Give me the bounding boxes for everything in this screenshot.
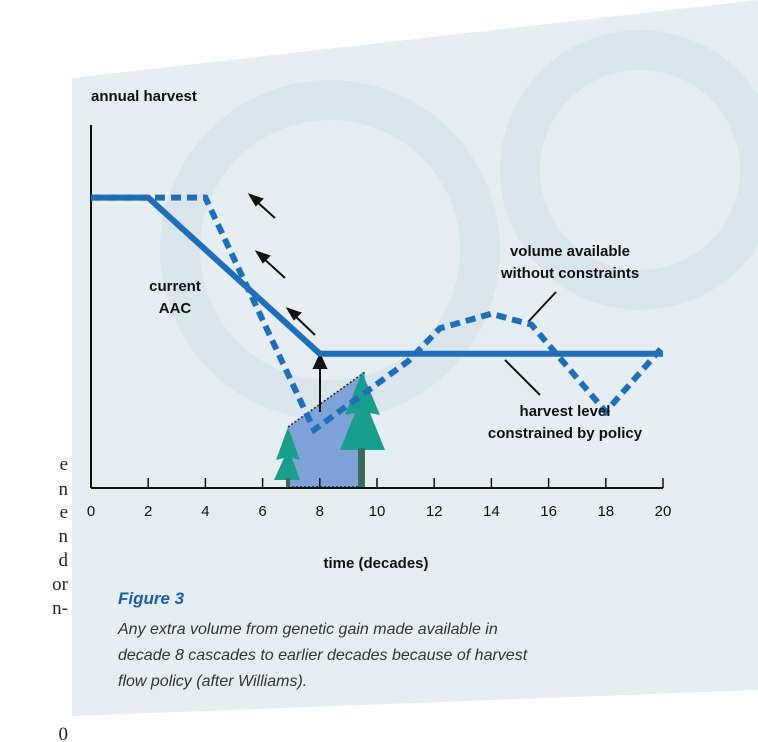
side-fragment: or — [52, 574, 69, 595]
annotation: AAC — [159, 300, 192, 317]
x-tick-label: 10 — [369, 503, 386, 520]
side-fragment: e — [60, 454, 68, 475]
cascade-arrow — [247, 193, 328, 412]
figure-label: Figure 3 — [118, 589, 185, 608]
x-tick-label: 0 — [87, 503, 95, 520]
annotation: without constraints — [500, 265, 639, 282]
x-tick-label: 20 — [655, 503, 672, 520]
gain-region — [288, 372, 365, 487]
x-tick-label: 2 — [144, 503, 152, 520]
annotation: harvest level — [520, 403, 611, 420]
plot: 0 2 4 6 8 10 12 14 16 18 20 current AAC volume availa… — [87, 194, 672, 690]
annotation: constrained by policy — [488, 425, 643, 442]
caption-line: flow policy (after Williams). — [118, 673, 307, 690]
x-axis-label: time (decades) — [323, 555, 428, 572]
side-fragment: d — [59, 550, 69, 571]
x-tick-label: 14 — [483, 503, 500, 520]
series-line — [91, 194, 663, 357]
caption-line: decade 8 cascades to earlier decades bec… — [118, 647, 528, 664]
caption-line: Any extra volume from genetic gain made … — [117, 621, 498, 638]
side-fragment: n- — [52, 598, 68, 619]
annotation: volume available — [510, 243, 630, 260]
side-fragment: e — [60, 502, 68, 523]
leader-line — [504, 291, 557, 396]
x-tick-label: 4 — [201, 503, 209, 520]
x-tick-label: 12 — [426, 503, 443, 520]
tree — [274, 372, 385, 488]
y-axis-label: annual harvest — [91, 88, 197, 105]
side-fragment: 0 — [59, 724, 69, 742]
series-line — [91, 194, 666, 435]
x-tick-label: 8 — [316, 503, 324, 520]
x-tick-label: 16 — [540, 503, 557, 520]
side-fragment: n — [59, 479, 69, 500]
side-fragment: n — [59, 526, 69, 547]
x-tick-label: 6 — [258, 503, 266, 520]
annotation: current — [149, 278, 201, 295]
x-tick-label: 18 — [597, 503, 614, 520]
